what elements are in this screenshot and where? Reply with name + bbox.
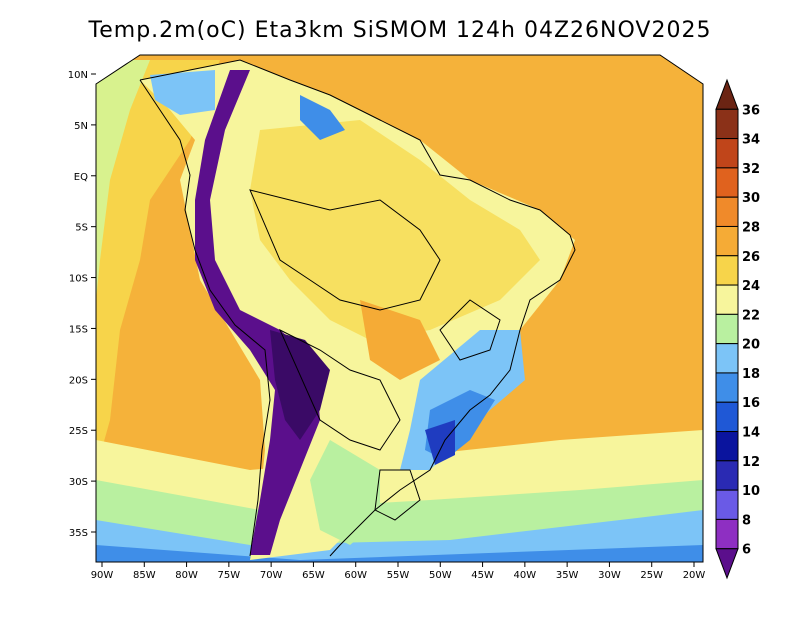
andes-cold bbox=[195, 70, 320, 555]
pampas-cool bbox=[310, 440, 380, 545]
lat-tick-label: EQ bbox=[74, 172, 88, 183]
colorbar-segment bbox=[715, 225, 739, 257]
altiplano-cold bbox=[270, 330, 330, 440]
lon-tick-label: 20W bbox=[683, 570, 706, 581]
southern-borders bbox=[278, 328, 401, 451]
colorbar-segment bbox=[715, 196, 739, 227]
latitude-axis: 10N 5N EQ 5S 10S 15S 20S 25S 30S 35S bbox=[68, 70, 96, 539]
colorbar-label: 34 bbox=[742, 133, 760, 148]
pacific-band bbox=[96, 60, 220, 470]
lon-tick-label: 25W bbox=[640, 570, 663, 581]
brazil-interior-borders bbox=[249, 189, 441, 311]
lon-tick-label: 55W bbox=[387, 570, 410, 581]
lon-tick-label: 65W bbox=[302, 570, 325, 581]
southeast-coldest bbox=[425, 420, 455, 465]
atlantic-coastline bbox=[139, 59, 576, 557]
colorbar-segment bbox=[715, 489, 739, 520]
colorbar-segment bbox=[715, 460, 739, 491]
colorbar-segment bbox=[715, 167, 739, 198]
colorbar-label: 12 bbox=[742, 455, 760, 470]
south-band-blue bbox=[96, 510, 703, 562]
colorbar-label: 24 bbox=[742, 279, 760, 294]
uruguay-border bbox=[374, 469, 421, 521]
lon-tick-label: 35W bbox=[556, 570, 579, 581]
colorbar-label: 30 bbox=[742, 191, 760, 206]
pacific-cool-band bbox=[96, 60, 150, 300]
lon-tick-label: 80W bbox=[175, 570, 198, 581]
lat-tick-label: 30S bbox=[69, 477, 88, 488]
colorbar-segment bbox=[715, 138, 739, 169]
colorbar-segment bbox=[715, 431, 739, 462]
south-band-darkblue bbox=[96, 545, 703, 562]
lon-tick-label: 90W bbox=[91, 570, 114, 581]
lat-tick-label: 35S bbox=[69, 528, 88, 539]
colorbar-segment bbox=[715, 108, 739, 140]
colorbar-label: 18 bbox=[742, 367, 760, 382]
colorbar-label: 22 bbox=[742, 308, 760, 323]
colorbar-label: 14 bbox=[742, 426, 760, 441]
lon-tick-label: 70W bbox=[260, 570, 283, 581]
colorbar-label: 16 bbox=[742, 396, 760, 411]
lat-tick-label: 25S bbox=[69, 426, 88, 437]
lat-tick-label: 10S bbox=[69, 274, 88, 285]
lat-tick-label: 5N bbox=[74, 121, 88, 132]
map-title: Temp.2m(oC) Eta3km SiSMOM 124h 04Z26NOV2… bbox=[88, 18, 712, 43]
colorbar-label: 10 bbox=[742, 484, 760, 499]
lat-tick-label: 10N bbox=[68, 70, 88, 81]
colorbar-segment bbox=[715, 284, 739, 315]
lon-tick-label: 40W bbox=[514, 570, 537, 581]
lon-tick-label: 75W bbox=[218, 570, 241, 581]
lon-tick-label: 85W bbox=[133, 570, 156, 581]
colorbar-segment bbox=[715, 255, 739, 286]
lon-tick-label: 30W bbox=[598, 570, 621, 581]
interior-warm bbox=[250, 120, 540, 340]
guiana-highlands-cool bbox=[300, 95, 345, 140]
colorbar-label: 32 bbox=[742, 162, 760, 177]
colorbar: 6 8 10 12 14 16 18 20 22 24 26 28 30 32 34 36 bbox=[715, 78, 760, 580]
colorbar-label: 6 bbox=[742, 543, 751, 558]
temperature-field bbox=[96, 55, 703, 562]
lon-tick-label: 50W bbox=[429, 570, 452, 581]
colorbar-segment bbox=[715, 548, 739, 580]
colorbar-segment bbox=[715, 313, 739, 345]
lat-tick-label: 15S bbox=[69, 324, 88, 335]
colorbar-segment bbox=[715, 401, 739, 433]
colorbar-label: 36 bbox=[742, 103, 760, 118]
colorbar-segment bbox=[715, 518, 739, 550]
map-frame bbox=[95, 54, 704, 563]
pacific-coastline bbox=[139, 79, 271, 557]
lat-tick-label: 5S bbox=[75, 223, 88, 234]
lon-tick-label: 60W bbox=[344, 570, 367, 581]
colorbar-label: 8 bbox=[742, 513, 751, 528]
interior-hot-spot bbox=[360, 300, 440, 380]
colorbar-label: 20 bbox=[742, 338, 760, 353]
state-border-1 bbox=[439, 299, 501, 361]
colorbar-segment bbox=[715, 372, 739, 403]
colorbar-label: 28 bbox=[742, 220, 760, 235]
colorbar-label: 26 bbox=[742, 250, 760, 265]
north-andes-cool bbox=[150, 70, 215, 115]
colorbar-segment bbox=[715, 343, 739, 374]
lat-tick-label: 20S bbox=[69, 375, 88, 386]
coastlines-and-borders bbox=[139, 59, 576, 557]
longitude-axis: 90W 85W 80W 75W 70W 65W 60W 55W 50W 45W 40W 35W 30W 2… bbox=[91, 562, 706, 581]
lon-tick-label: 45W bbox=[471, 570, 494, 581]
colorbar-segment bbox=[715, 78, 739, 110]
